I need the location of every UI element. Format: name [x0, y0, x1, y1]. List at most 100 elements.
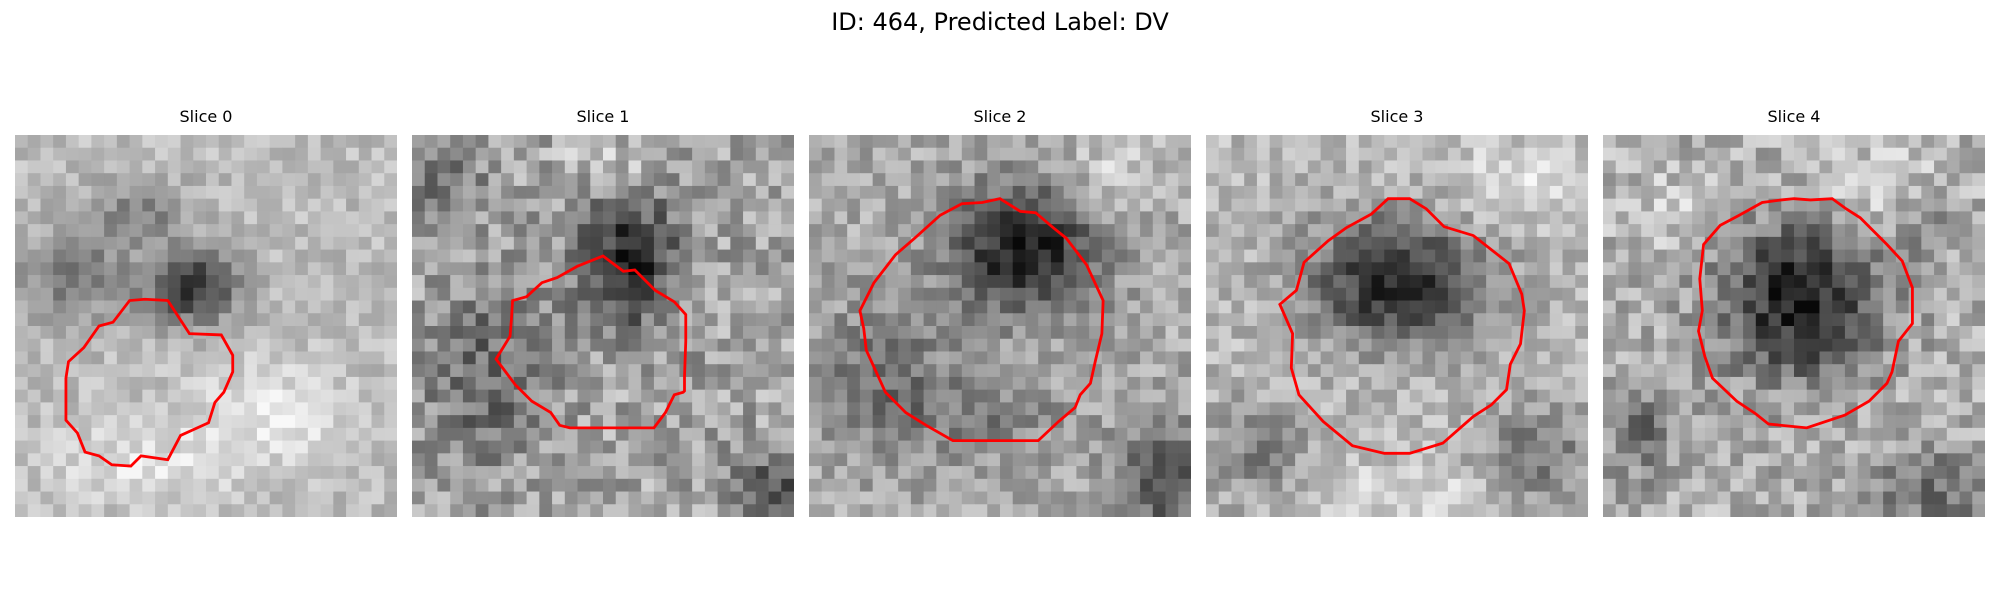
pixel-cell [1603, 147, 1617, 161]
pixel-cell [526, 224, 540, 238]
pixel-cell [1870, 427, 1884, 441]
pixel-cell [590, 440, 604, 454]
pixel-cell [501, 402, 515, 416]
pixel-cell [1575, 427, 1588, 441]
pixel-cell [1781, 135, 1795, 149]
pixel-cell [1346, 326, 1360, 340]
pixel-cell [564, 147, 578, 161]
pixel-cell [1307, 147, 1321, 161]
pixel-cell [1972, 351, 1985, 365]
pixel-cell [129, 160, 143, 174]
pixel-cell [1206, 326, 1220, 340]
pixel-cell [1435, 135, 1449, 149]
pixel-cell [307, 287, 321, 301]
pixel-cell [371, 224, 385, 238]
pixel-cell [1371, 198, 1385, 212]
pixel-cell [961, 427, 975, 441]
pixel-cell [1844, 491, 1859, 505]
pixel-cell [1959, 427, 1973, 441]
pixel-cell [1524, 135, 1538, 149]
pixel-cell [1025, 466, 1039, 480]
pixel-cell [116, 147, 130, 161]
pixel-cell [1371, 224, 1385, 238]
pixel-cell [590, 236, 604, 250]
pixel-cell [1089, 491, 1103, 505]
pixel-cell [1755, 300, 1769, 314]
pixel-cell [809, 389, 823, 403]
pixel-cell [1025, 440, 1039, 454]
pixel-cell [346, 415, 360, 429]
pixel-cell [781, 287, 794, 301]
pixel-cell [513, 453, 527, 467]
pixel-cell [692, 275, 706, 289]
pixel-cell [256, 147, 271, 161]
pixel-cell [1921, 440, 1935, 454]
pixel-cell [1127, 185, 1141, 200]
pixel-cell [1679, 427, 1693, 441]
pixel-cell [218, 364, 232, 378]
pixel-cell [1409, 160, 1423, 174]
pixel-cell [1000, 491, 1014, 505]
pixel-cell [450, 313, 464, 327]
pixel-cell [910, 198, 924, 212]
pixel-cell [526, 338, 540, 352]
pixel-cell [1127, 224, 1141, 238]
pixel-cell [628, 478, 642, 492]
pixel-cell [1692, 364, 1706, 378]
pixel-cell [104, 147, 118, 161]
pixel-cell [1101, 427, 1115, 441]
pixel-cell [1282, 224, 1296, 238]
pixel-cell [371, 160, 385, 174]
pixel-cell [1269, 262, 1283, 276]
pixel-cell [218, 478, 232, 492]
pixel-cell [384, 376, 397, 391]
pixel-cell [1473, 262, 1487, 276]
pixel-cell [1101, 236, 1115, 250]
pixel-cell [424, 415, 438, 429]
pixel-cell [1320, 287, 1334, 301]
pixel-cell [513, 402, 527, 416]
pixel-cell [1358, 198, 1372, 212]
pixel-cell [898, 478, 912, 492]
pixel-cell [730, 491, 744, 505]
pixel-cell [1076, 211, 1090, 225]
pixel-cell [641, 287, 655, 301]
pixel-cell [1934, 262, 1948, 276]
pixel-cell [1101, 135, 1115, 149]
pixel-cell [1666, 338, 1680, 352]
pixel-cell [1921, 313, 1935, 327]
pixel-cell [1333, 198, 1347, 212]
pixel-cell [1460, 262, 1474, 276]
pixel-cell [1844, 504, 1859, 517]
pixel-cell [885, 351, 899, 365]
pixel-cell [1562, 135, 1576, 149]
pixel-cell [1295, 185, 1309, 200]
pixel-cell [755, 326, 769, 340]
pixel-cell [1628, 338, 1642, 352]
pixel-cell [1101, 275, 1115, 289]
pixel-cell [231, 478, 245, 492]
pixel-cell [1844, 453, 1859, 467]
slice-title: Slice 1 [576, 107, 630, 126]
pixel-cell [1178, 478, 1191, 492]
pixel-cell [1165, 147, 1179, 161]
pixel-cell [1460, 389, 1474, 403]
pixel-cell [590, 287, 604, 301]
pixel-cell [1692, 160, 1706, 174]
pixel-cell [1524, 364, 1538, 378]
pixel-cell [1320, 224, 1334, 238]
pixel-cell [371, 135, 385, 149]
pixel-cell [1653, 326, 1668, 340]
pixel-cell [949, 300, 963, 314]
pixel-cell [40, 402, 54, 416]
pixel-cell [526, 185, 540, 200]
pixel-cell [1934, 135, 1948, 149]
pixel-cell [1435, 326, 1449, 340]
pixel-cell [1307, 198, 1321, 212]
pixel-cell [1256, 185, 1271, 200]
pixel-cell [1358, 249, 1372, 263]
pixel-cell [692, 262, 706, 276]
pixel-cell [1025, 185, 1039, 200]
pixel-cell [244, 147, 258, 161]
pixel-cell [1025, 173, 1039, 187]
